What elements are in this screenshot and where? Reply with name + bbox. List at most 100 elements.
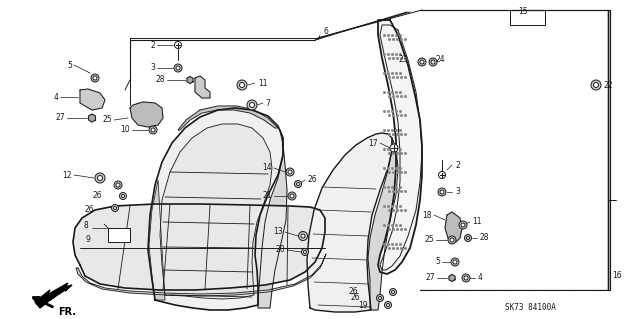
Polygon shape — [608, 10, 610, 290]
Circle shape — [461, 223, 465, 227]
Circle shape — [438, 172, 445, 179]
Text: 8: 8 — [83, 221, 88, 231]
Text: 4: 4 — [478, 273, 483, 283]
Circle shape — [467, 236, 470, 240]
Text: 24: 24 — [436, 55, 445, 63]
Text: 2: 2 — [150, 41, 155, 49]
Text: 15: 15 — [518, 6, 527, 16]
Circle shape — [250, 102, 255, 108]
Circle shape — [91, 74, 99, 82]
Circle shape — [97, 175, 102, 181]
Text: 23: 23 — [398, 55, 408, 63]
Circle shape — [111, 204, 118, 211]
Circle shape — [294, 181, 301, 188]
Text: 5: 5 — [67, 61, 72, 70]
Circle shape — [387, 303, 390, 307]
Circle shape — [390, 288, 397, 295]
Polygon shape — [88, 114, 95, 122]
Polygon shape — [178, 106, 278, 130]
Circle shape — [418, 58, 426, 66]
Circle shape — [176, 66, 180, 70]
Circle shape — [429, 58, 437, 66]
Circle shape — [290, 194, 294, 198]
Circle shape — [151, 128, 155, 132]
Text: 9: 9 — [85, 235, 90, 244]
Text: 26: 26 — [84, 205, 94, 214]
Text: 26: 26 — [350, 293, 360, 302]
Circle shape — [175, 41, 182, 48]
Text: 19: 19 — [358, 300, 368, 309]
Text: 3: 3 — [455, 188, 460, 197]
Text: 27: 27 — [56, 114, 65, 122]
Circle shape — [462, 274, 470, 282]
Circle shape — [420, 60, 424, 64]
Circle shape — [593, 83, 598, 87]
Circle shape — [288, 192, 296, 200]
Text: 21: 21 — [262, 191, 272, 201]
Polygon shape — [445, 212, 462, 242]
Bar — [108, 228, 130, 242]
Circle shape — [174, 64, 182, 72]
Text: 3: 3 — [150, 63, 155, 72]
Text: 26: 26 — [308, 175, 317, 184]
Circle shape — [286, 168, 294, 176]
Circle shape — [459, 221, 467, 229]
Circle shape — [438, 188, 446, 196]
Polygon shape — [195, 76, 210, 98]
Text: 18: 18 — [422, 211, 432, 219]
Polygon shape — [148, 108, 283, 310]
Circle shape — [296, 182, 300, 186]
Text: 13: 13 — [273, 227, 283, 236]
Circle shape — [301, 249, 308, 256]
Circle shape — [120, 192, 127, 199]
Polygon shape — [187, 77, 193, 84]
Circle shape — [301, 234, 305, 238]
Circle shape — [378, 296, 381, 300]
Circle shape — [298, 232, 307, 241]
Circle shape — [93, 76, 97, 80]
Text: 10: 10 — [120, 125, 130, 135]
Polygon shape — [73, 204, 325, 290]
Text: 25: 25 — [424, 235, 434, 244]
Text: 28: 28 — [480, 234, 490, 242]
Polygon shape — [35, 283, 72, 308]
Circle shape — [465, 234, 472, 241]
Circle shape — [451, 258, 459, 266]
Polygon shape — [449, 275, 455, 281]
Text: 26: 26 — [92, 191, 102, 201]
Text: 6: 6 — [323, 27, 328, 36]
Text: 5: 5 — [435, 257, 440, 266]
Circle shape — [376, 294, 383, 301]
Polygon shape — [80, 89, 105, 110]
Polygon shape — [378, 20, 422, 274]
Circle shape — [288, 170, 292, 174]
Text: 28: 28 — [156, 76, 165, 85]
Circle shape — [390, 144, 398, 152]
Circle shape — [591, 80, 601, 90]
Text: 12: 12 — [63, 170, 72, 180]
Circle shape — [431, 60, 435, 64]
Circle shape — [149, 126, 157, 134]
Circle shape — [450, 238, 454, 242]
Text: 11: 11 — [258, 78, 268, 87]
Polygon shape — [368, 138, 398, 310]
Text: 7: 7 — [265, 99, 270, 108]
Text: 17: 17 — [369, 138, 378, 147]
Text: 2: 2 — [455, 160, 460, 169]
Polygon shape — [149, 180, 165, 300]
Text: 20: 20 — [275, 246, 285, 255]
Text: 16: 16 — [612, 271, 621, 279]
Circle shape — [453, 260, 457, 264]
Text: 25: 25 — [102, 115, 112, 124]
Circle shape — [385, 301, 392, 308]
Text: SK73 84100A: SK73 84100A — [504, 303, 556, 312]
Text: 14: 14 — [262, 164, 272, 173]
Circle shape — [95, 173, 105, 183]
Circle shape — [303, 250, 307, 254]
Text: 11: 11 — [472, 218, 481, 226]
Polygon shape — [130, 102, 163, 127]
Circle shape — [116, 183, 120, 187]
Circle shape — [247, 100, 257, 110]
Circle shape — [464, 276, 468, 280]
Polygon shape — [76, 254, 326, 296]
